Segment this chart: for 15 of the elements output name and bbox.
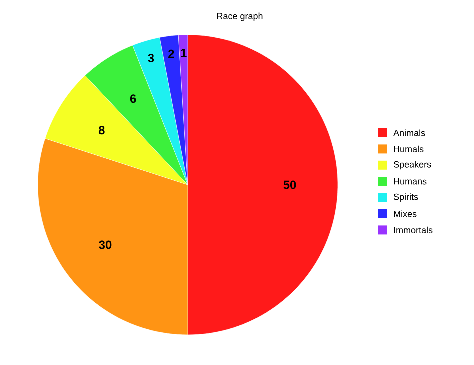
legend-label: Immortals bbox=[394, 226, 433, 234]
legend-label: Animals bbox=[394, 130, 426, 136]
data-label: 30 bbox=[99, 240, 112, 250]
data-label: 8 bbox=[98, 126, 105, 135]
data-label: 50 bbox=[284, 180, 296, 190]
legend-label: Speakers bbox=[394, 161, 432, 170]
legend-label: Humans bbox=[394, 178, 427, 185]
legend-label: Humals bbox=[394, 146, 424, 153]
legend-label: Mixes bbox=[394, 210, 417, 218]
data-label: 6 bbox=[130, 94, 136, 104]
data-label: 3 bbox=[148, 54, 154, 63]
chart-title: Race graph bbox=[217, 12, 263, 22]
data-label: 2 bbox=[168, 50, 174, 58]
legend-label: Spirits bbox=[394, 194, 418, 202]
data-label: 1 bbox=[181, 48, 187, 58]
